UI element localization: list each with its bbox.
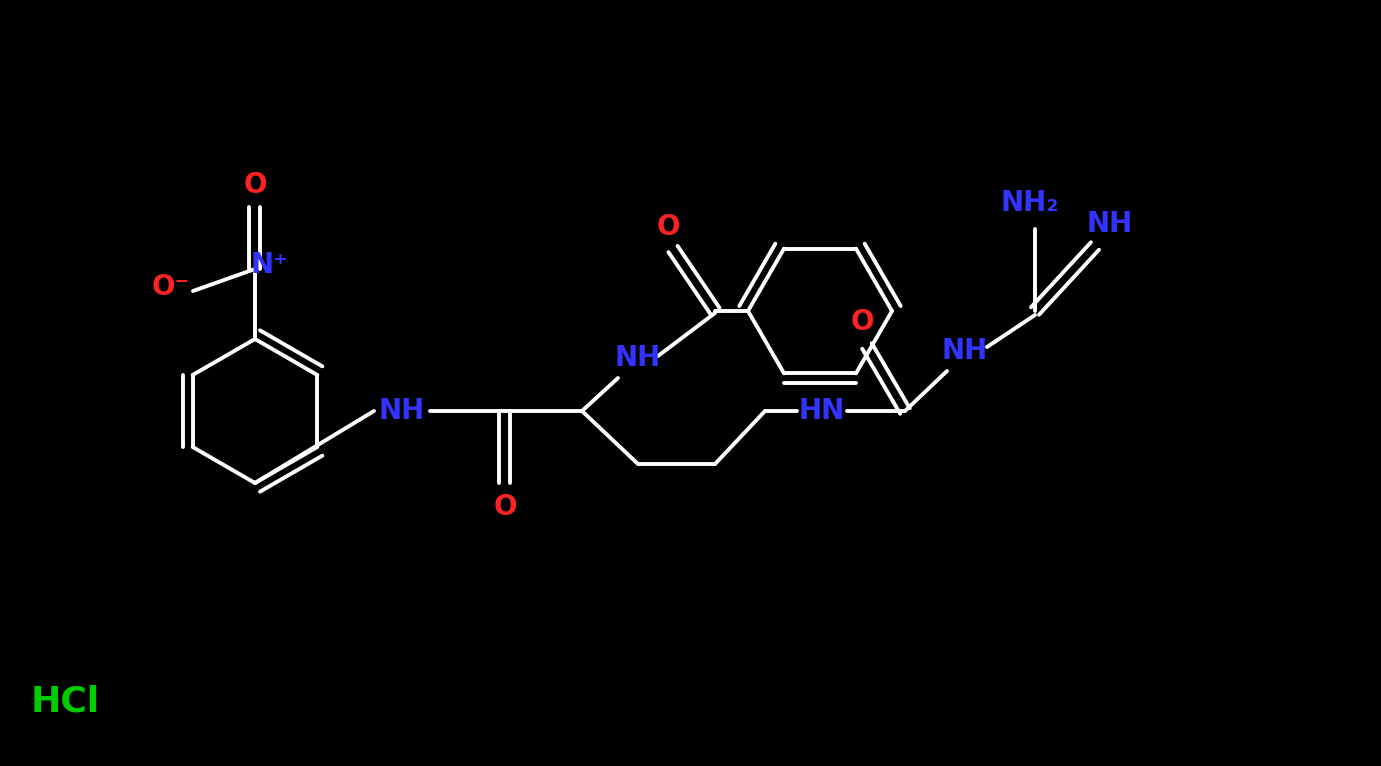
Text: NH: NH <box>1087 210 1134 238</box>
Text: O⁻: O⁻ <box>152 273 191 301</box>
Text: NH: NH <box>615 344 661 372</box>
Text: HCl: HCl <box>30 684 99 718</box>
Text: N⁺: N⁺ <box>250 251 287 279</box>
Text: HN: HN <box>798 397 845 425</box>
Text: NH: NH <box>942 337 989 365</box>
Text: O: O <box>493 493 516 521</box>
Text: NH₂: NH₂ <box>1001 189 1059 217</box>
Text: O: O <box>656 213 679 241</box>
Text: O: O <box>851 308 874 336</box>
Text: NH: NH <box>378 397 425 425</box>
Text: O: O <box>243 171 267 199</box>
